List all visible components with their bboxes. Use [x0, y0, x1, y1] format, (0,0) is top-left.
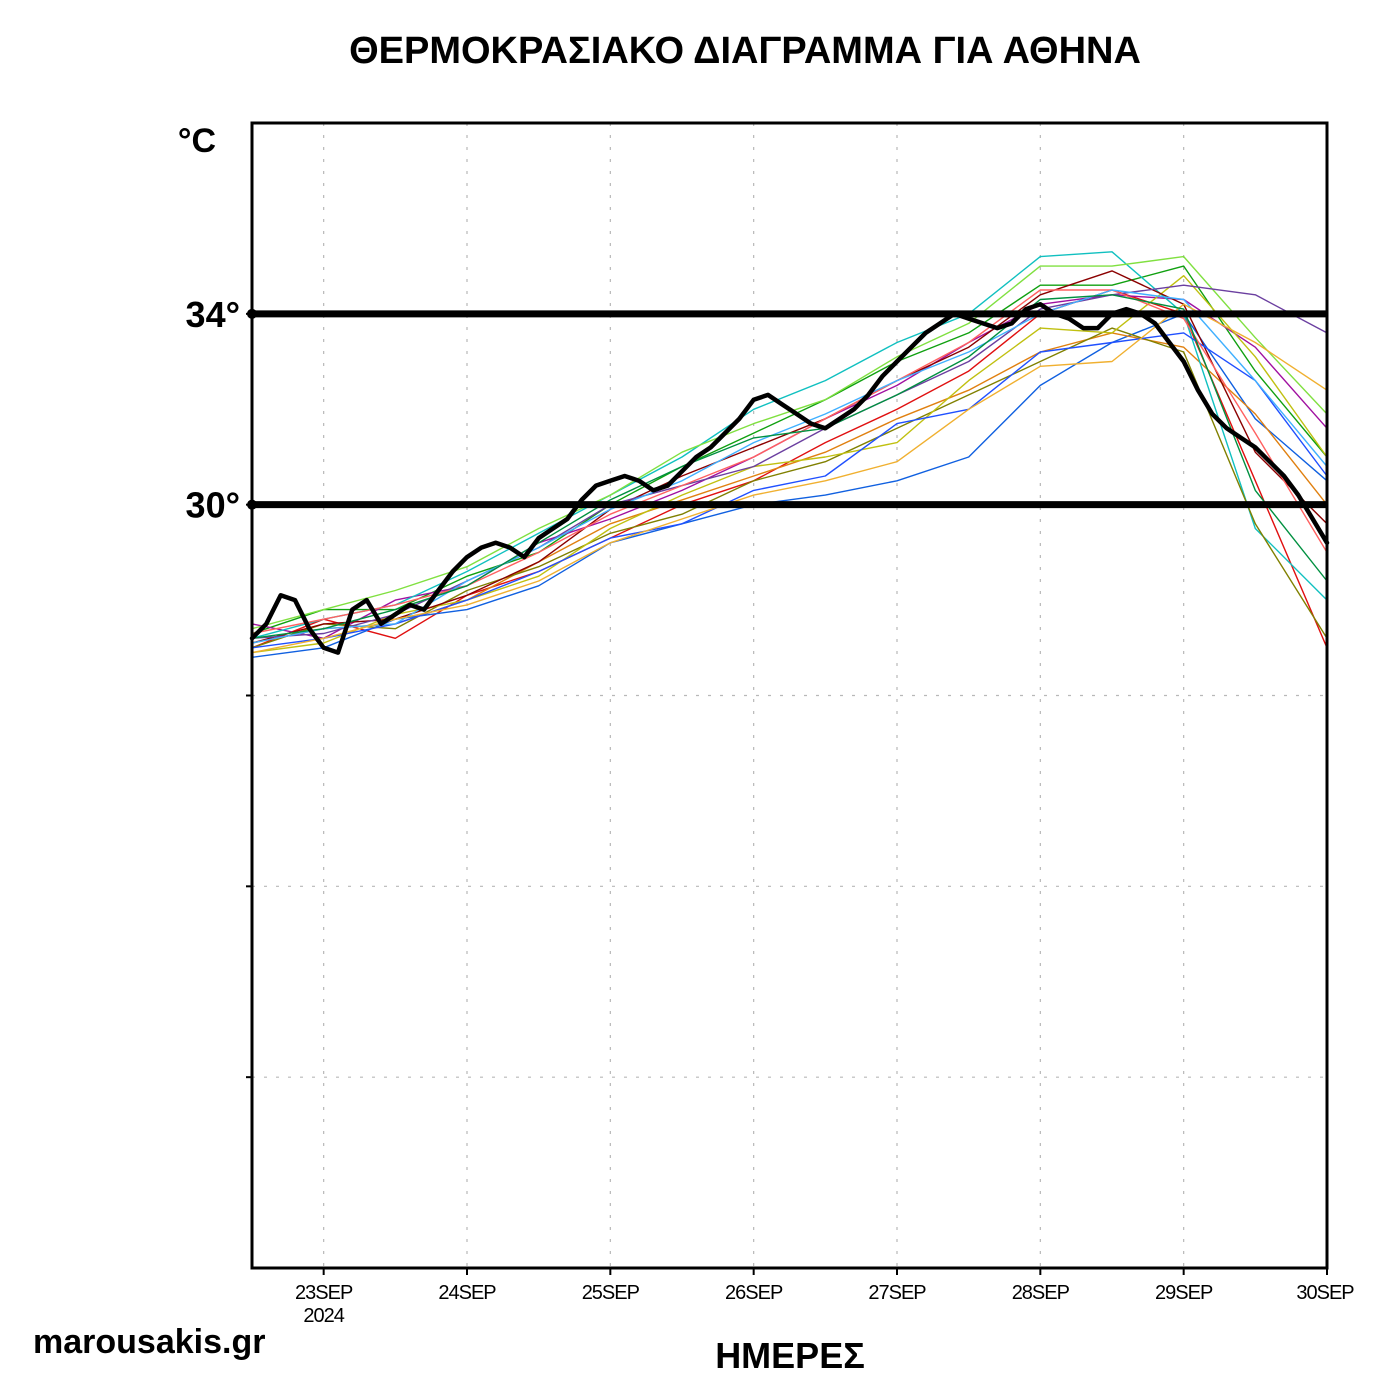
x-tick-label: 26SEP: [725, 1282, 783, 1304]
reference-label-34: 34°: [186, 294, 240, 335]
ensemble-member-line-6: [251, 251, 1328, 639]
plot-frame: [250, 121, 1329, 1270]
x-axis-label: ΗΜΕΡΕΣ: [715, 1335, 865, 1376]
x-tick-label: 29SEP: [1155, 1282, 1213, 1304]
x-tick-year: 2024: [303, 1305, 344, 1327]
ensemble-member-line-2: [251, 313, 1328, 658]
x-tick-label: 27SEP: [868, 1282, 926, 1304]
chart-title: ΘΕΡΜΟΚΡΑΣΙΑΚΟ ΔΙΑΓΡΑΜΜΑ ΓΙΑ ΑΘΗΝΑ: [349, 30, 1141, 72]
y-axis-unit: °C: [178, 122, 216, 160]
x-tick-label: 23SEP: [295, 1282, 353, 1304]
ensemble-member-line-7: [251, 327, 1328, 649]
x-tick-label: 30SEP: [1296, 1282, 1354, 1304]
source-credit: marousakis.gr: [33, 1323, 265, 1361]
x-tick-label: 28SEP: [1012, 1282, 1070, 1304]
reference-label-30: 30°: [186, 485, 240, 526]
ensemble-member-line-13: [251, 289, 1328, 635]
ensemble-mean-line: [249, 302, 1330, 655]
x-tick-label: 24SEP: [438, 1282, 496, 1304]
ensemble-member-line-10: [251, 270, 1328, 644]
x-tick-label: 25SEP: [582, 1282, 640, 1304]
reference-lines: 34° 30°: [186, 294, 1327, 526]
ensemble-member-line-15: [251, 303, 1328, 654]
